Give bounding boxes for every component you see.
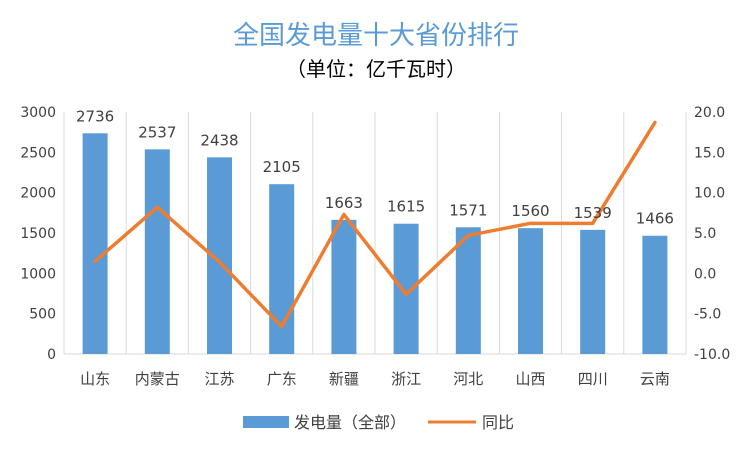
- x-tick-label: 山东: [80, 370, 110, 388]
- data-labels: 2736 2537 2438 2105 1663 1615 1571 1560 1539 1466: [76, 107, 674, 227]
- bar: [82, 133, 108, 354]
- y-left-tick-label: 500: [29, 307, 56, 323]
- y-right-tick-label: 20.0: [694, 105, 725, 121]
- x-tick-label: 河北: [453, 370, 483, 388]
- y-left-tick-label: 3000: [20, 105, 56, 121]
- data-label: 1571: [449, 201, 487, 219]
- data-label: 1466: [636, 210, 674, 228]
- chart-subtitle: （单位：亿千瓦时）: [286, 57, 466, 81]
- y-right-tick-label: 0.0: [694, 266, 716, 282]
- chart-title: 全国发电量十大省份排行: [233, 21, 519, 51]
- legend-label-line: 同比: [482, 413, 514, 432]
- x-tick-label: 浙江: [391, 370, 421, 388]
- data-label: 2736: [76, 107, 114, 125]
- data-label: 1539: [574, 204, 612, 222]
- x-tick-label: 新疆: [329, 370, 359, 388]
- bar: [518, 228, 543, 354]
- legend-swatch-bar: [243, 416, 289, 428]
- y-left-tick-label: 1000: [20, 266, 56, 282]
- grid-layer: [63, 112, 687, 354]
- bar: [331, 219, 357, 354]
- bar: [144, 149, 170, 354]
- y-right-tick-label: 5.0: [694, 226, 716, 242]
- y-left-tick-label: 2000: [20, 186, 56, 202]
- x-tick-label: 四川: [578, 370, 608, 388]
- x-tick-label: 内蒙古: [135, 370, 180, 388]
- y-right-tick-label: -5.0: [694, 307, 721, 323]
- bar: [580, 229, 606, 354]
- bar: [269, 184, 295, 354]
- yoy-line: [93, 120, 657, 329]
- legend-label-bar: 发电量（全部）: [294, 413, 406, 432]
- data-label: 1615: [387, 198, 425, 216]
- y-right-tick-label: 15.0: [694, 145, 725, 161]
- data-label: 2105: [263, 158, 301, 176]
- y-right-tick-label: -10.0: [694, 347, 730, 363]
- bar-series: [82, 133, 668, 354]
- data-label: 2537: [138, 123, 176, 141]
- y-left-tick-label: 0: [47, 347, 56, 363]
- data-label: 1560: [511, 202, 549, 220]
- data-label: 2438: [200, 131, 238, 149]
- x-tick-label: 广东: [267, 370, 297, 388]
- x-tick-label: 山西: [515, 370, 545, 388]
- line-series: [93, 120, 657, 329]
- legend: 发电量（全部） 同比: [243, 413, 514, 432]
- y-left-tick-label: 1500: [20, 226, 56, 242]
- y-left-tick-label: 2500: [20, 145, 56, 161]
- bar: [642, 235, 668, 354]
- y-right-tick-label: 10.0: [694, 186, 725, 202]
- data-label: 1663: [325, 194, 363, 212]
- bar: [393, 223, 419, 354]
- x-tick-label: 江苏: [204, 370, 234, 388]
- x-tick-label: 云南: [640, 370, 670, 388]
- bar: [455, 227, 481, 354]
